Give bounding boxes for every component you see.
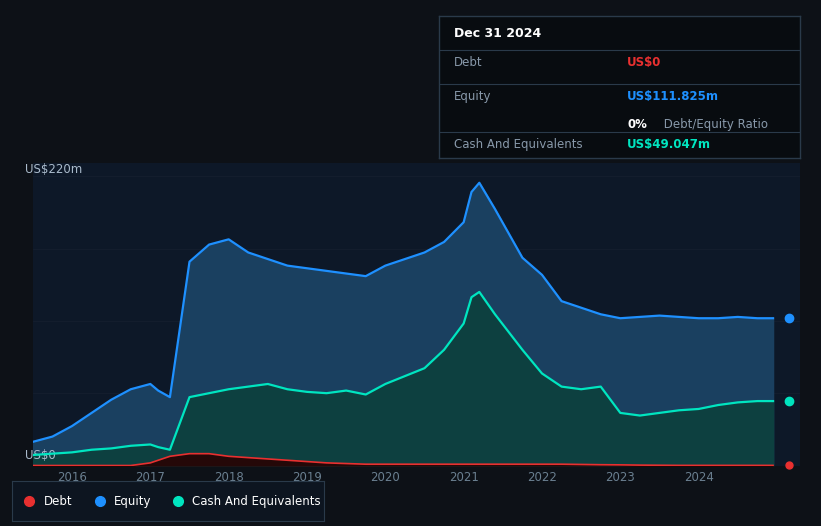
Text: 0%: 0% [627,118,647,131]
Text: US$220m: US$220m [25,163,82,176]
Text: Debt: Debt [454,56,482,68]
Text: Equity: Equity [454,89,491,103]
Text: Dec 31 2024: Dec 31 2024 [454,27,541,40]
Text: US$111.825m: US$111.825m [627,89,719,103]
Text: Cash And Equivalents: Cash And Equivalents [454,138,582,151]
Text: US$0: US$0 [627,56,662,68]
Text: Cash And Equivalents: Cash And Equivalents [192,494,320,508]
Text: Debt: Debt [44,494,72,508]
Text: US$0: US$0 [25,450,56,462]
Text: Debt/Equity Ratio: Debt/Equity Ratio [659,118,768,131]
Text: Equity: Equity [114,494,151,508]
Text: US$49.047m: US$49.047m [627,138,711,151]
